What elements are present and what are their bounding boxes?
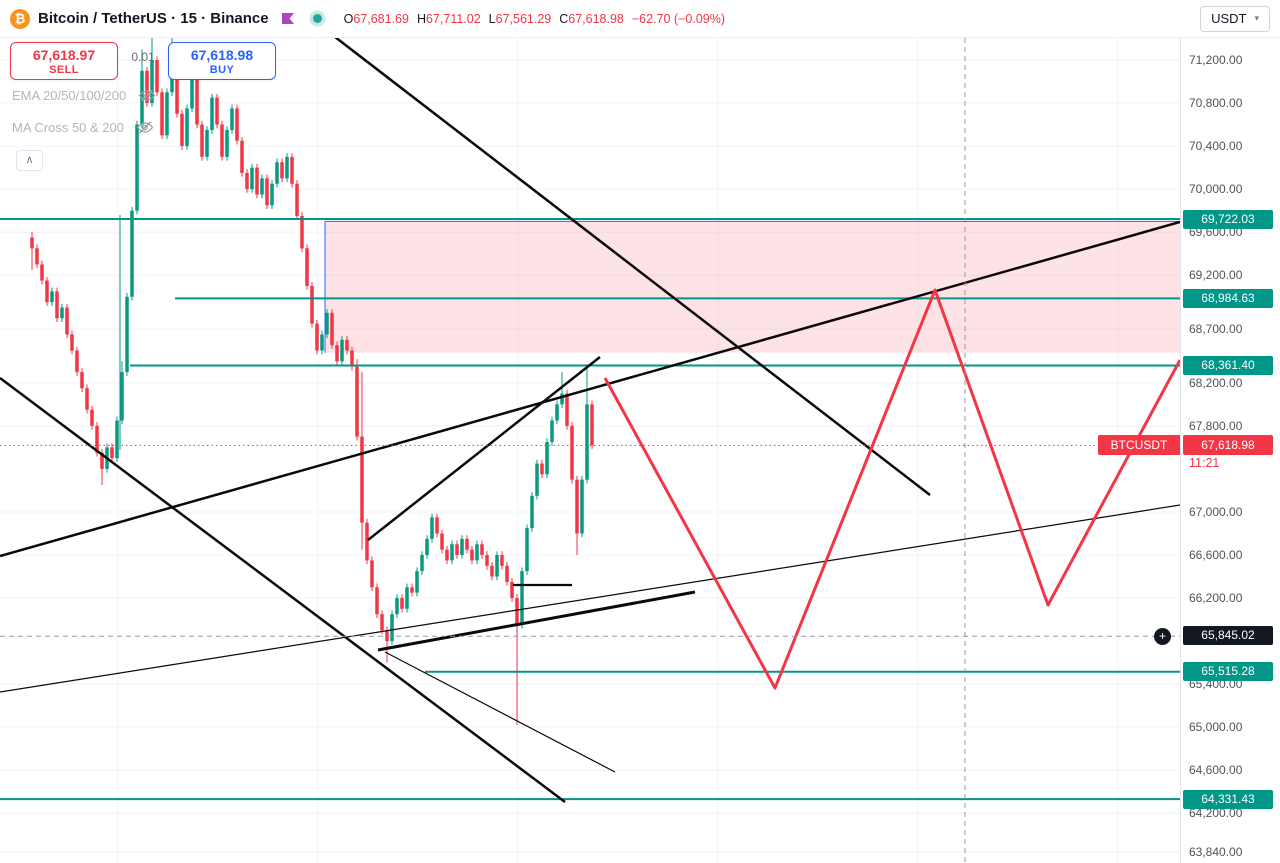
market-status-icon	[312, 14, 322, 23]
level-price-label: 65,515.28	[1183, 662, 1273, 682]
price-tick: 66,200.00	[1189, 591, 1243, 606]
level-price-label: 68,984.63	[1183, 288, 1273, 308]
indicator-row-ema: EMA 20/50/100/200	[12, 88, 156, 103]
current-price-symbol-badge: BTCUSDT	[1098, 435, 1180, 456]
price-tick: 66,600.00	[1189, 548, 1243, 562]
current-price-label: 67,618.98	[1183, 435, 1273, 456]
ohlc-high-label: H	[416, 11, 426, 26]
sell-button[interactable]: 67,618.97 SELL	[10, 42, 118, 80]
level-price-label: 69,722.03	[1183, 209, 1273, 229]
symbol-title[interactable]: Bitcoin / TetherUS · 15 · Binance	[38, 10, 269, 27]
currency-dropdown-value: USDT	[1211, 11, 1247, 26]
price-tick: 71,200.00	[1189, 53, 1243, 67]
indicator-ma-cross-label[interactable]: MA Cross 50 & 200	[12, 120, 124, 135]
buy-button[interactable]: 67,618.98 BUY	[168, 42, 276, 80]
ohlc-close-value: 67,618.98	[568, 11, 624, 26]
price-tick: 69,200.00	[1189, 268, 1243, 283]
price-tick: 63,840.00	[1189, 845, 1243, 859]
buy-sell-panel: 67,618.97 SELL 0.01 67,618.98 BUY	[10, 42, 276, 80]
legend-collapse-button[interactable]: ∧	[16, 150, 43, 171]
price-axis[interactable]: 67,618.98 11:21 65,845.02 71,200.00 70,80…	[1180, 38, 1280, 863]
price-tick: 65,000.00	[1189, 720, 1243, 735]
level-price-label: 68,361.40	[1183, 355, 1273, 375]
sell-label: SELL	[49, 63, 79, 76]
price-tick: 70,400.00	[1189, 139, 1243, 154]
chevron-down-icon: ▾	[1254, 13, 1259, 23]
price-tick: 67,800.00	[1189, 418, 1243, 433]
ohlc-low-label: L	[488, 11, 496, 26]
bar-countdown: 11:21	[1189, 456, 1220, 471]
currency-dropdown[interactable]: USDT ▾	[1200, 5, 1270, 32]
price-tick: 64,200.00	[1189, 806, 1243, 821]
chart-pane[interactable]: 67,618.97 SELL 0.01 67,618.98 BUY EMA 20…	[0, 38, 1180, 863]
price-tick: 70,800.00	[1189, 96, 1243, 111]
ohlc-readout: O67,681.69 H67,711.02 L67,561.29 C67,618…	[344, 12, 725, 26]
buy-price: 67,618.98	[190, 46, 254, 63]
chart-topbar: ₿ Bitcoin / TetherUS · 15 · Binance O67,…	[0, 0, 1280, 38]
ohlc-high-value: 67,711.02	[425, 11, 481, 26]
level-price-label: 64,331.43	[1183, 789, 1273, 809]
indicator-ema-label[interactable]: EMA 20/50/100/200	[12, 88, 127, 103]
sell-price: 67,618.97	[32, 46, 96, 63]
visibility-off-icon[interactable]	[138, 89, 156, 102]
price-tick: 68,700.00	[1189, 322, 1243, 337]
ohlc-close-label: C	[559, 11, 569, 26]
crosshair-price-label: 65,845.02	[1183, 626, 1273, 646]
chart-canvas[interactable]	[0, 38, 1180, 863]
ohlc-open-value: 67,681.69	[353, 11, 409, 26]
bitcoin-icon: ₿	[10, 8, 30, 29]
price-tick: 68,200.00	[1189, 375, 1243, 390]
quantity-stepper[interactable]: 0.01	[131, 50, 155, 64]
price-tick: 67,000.00	[1189, 504, 1243, 519]
buy-label: BUY	[209, 63, 235, 76]
flag-icon[interactable]	[281, 12, 295, 25]
price-tick: 69,600.00	[1189, 225, 1243, 240]
price-tick: 70,000.00	[1189, 182, 1243, 197]
ohlc-change-value: −62.70 (−0.09%)	[631, 11, 725, 26]
crosshair-plus-icon[interactable]: +	[1154, 627, 1171, 645]
ohlc-low-value: 67,561.29	[495, 11, 552, 26]
indicator-row-ma-cross: MA Cross 50 & 200	[12, 120, 154, 135]
ohlc-open-label: O	[343, 11, 354, 26]
price-tick: 64,600.00	[1189, 763, 1243, 778]
visibility-off-icon[interactable]	[136, 121, 154, 134]
